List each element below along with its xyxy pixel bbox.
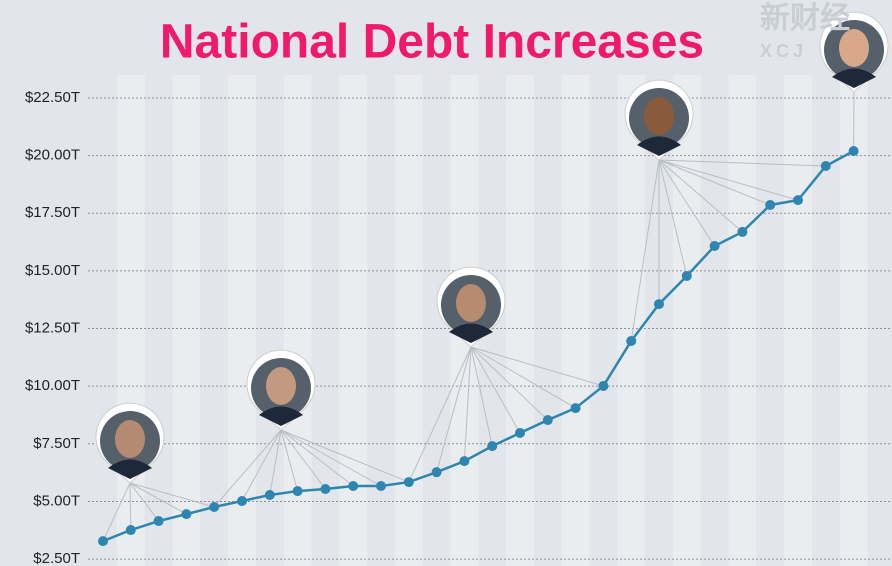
stripe: [784, 75, 812, 566]
point: [848, 146, 859, 157]
point: [626, 335, 637, 346]
connector: [280, 429, 299, 492]
point: [765, 199, 776, 210]
connector: [408, 346, 472, 483]
connector: [269, 429, 282, 496]
point: [153, 516, 164, 527]
y-tick-label: $17.50T: [25, 204, 80, 221]
point: [737, 226, 748, 237]
watermark: XCJ: [760, 41, 807, 61]
line: [102, 149, 855, 543]
stripe: [228, 75, 256, 566]
point: [125, 525, 136, 536]
connector: [470, 346, 549, 421]
point: [487, 441, 498, 452]
point: [376, 480, 386, 491]
point: [98, 536, 108, 547]
y-tick-label: $22.50T: [25, 89, 80, 106]
connector: [129, 482, 159, 522]
stripe: [672, 75, 701, 566]
portrait-suit: [108, 459, 152, 479]
portrait-face: [266, 367, 296, 405]
y-tick-label: $10.00T: [25, 377, 80, 394]
pins: [95, 11, 889, 484]
connector: [102, 482, 131, 542]
point: [459, 456, 470, 467]
connector: [470, 346, 576, 409]
connector: [129, 482, 132, 531]
y-tick-label: $7.50T: [33, 435, 80, 452]
connector: [129, 482, 215, 508]
connector: [463, 346, 472, 462]
point: [264, 489, 275, 500]
connector: [658, 159, 743, 233]
connector: [213, 429, 282, 508]
connector: [658, 159, 688, 277]
connector: [630, 159, 660, 342]
y-tick-label: $20.00T: [25, 147, 80, 164]
point: [598, 380, 609, 391]
y-tick-label: $15.00T: [25, 262, 80, 279]
stripe: [116, 75, 145, 566]
stripe: [283, 75, 312, 566]
stripe: [172, 75, 201, 566]
point: [403, 477, 414, 488]
connector: [280, 429, 382, 487]
connector: [658, 159, 826, 167]
connector: [470, 346, 604, 387]
portrait-face: [644, 97, 674, 135]
point: [209, 501, 220, 512]
connector: [280, 429, 326, 490]
portrait-face: [839, 29, 869, 67]
connector: [658, 159, 771, 206]
stripe: [561, 75, 590, 566]
portrait-suit: [832, 68, 876, 88]
connector: [470, 346, 493, 447]
stripe: [506, 75, 534, 566]
portrait-suit: [637, 136, 681, 156]
stripe: [728, 75, 757, 566]
connector: [241, 429, 282, 502]
point: [431, 467, 442, 478]
point: [348, 480, 359, 491]
connector: [658, 159, 799, 201]
point: [654, 299, 664, 310]
point: [820, 160, 831, 171]
stripe: [617, 75, 646, 566]
point: [542, 415, 553, 426]
y-tick-label: $12.50T: [25, 320, 80, 337]
portrait-suit: [259, 406, 303, 426]
connectors: [102, 91, 855, 542]
stripe: [394, 75, 423, 566]
connector: [658, 159, 716, 247]
plot: [98, 146, 859, 547]
connector: [470, 346, 521, 434]
point: [237, 495, 247, 506]
point: [681, 270, 692, 281]
portrait-suit: [449, 323, 493, 343]
connector: [129, 482, 187, 515]
portrait-face: [456, 284, 486, 322]
point: [793, 195, 803, 206]
watermark: 新财经: [760, 1, 850, 35]
grid: $2.50T $5.00T $7.50T $10.00T $12.50T $15.00T $…: [25, 89, 892, 566]
connector: [436, 346, 472, 473]
stripe: [339, 75, 368, 566]
point: [292, 486, 303, 497]
portrait-face: [115, 420, 145, 458]
point: [320, 483, 331, 494]
connector: [280, 429, 354, 487]
y-tick-label: $5.00T: [33, 492, 80, 509]
connector: [280, 429, 409, 483]
chart-title: National Debt Increases: [160, 16, 704, 69]
point: [515, 427, 525, 438]
y-tick-label: $2.50T: [33, 550, 80, 566]
point: [709, 240, 720, 251]
stripes: [116, 75, 868, 566]
point: [570, 403, 581, 414]
point: [181, 509, 192, 520]
